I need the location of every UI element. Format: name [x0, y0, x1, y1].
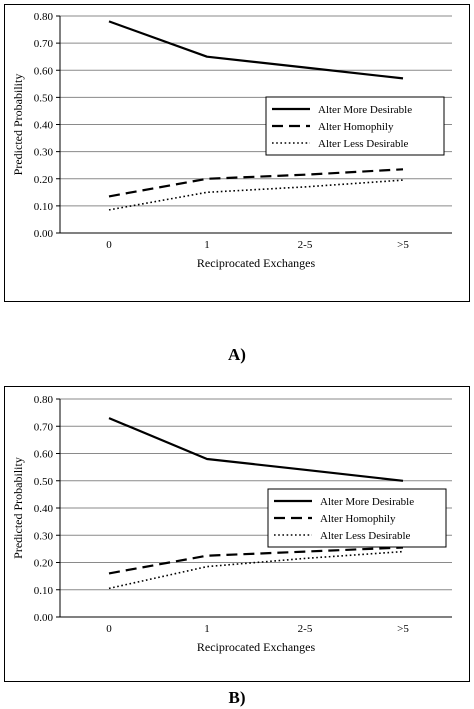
x-tick-label: 0	[106, 623, 112, 635]
chart-b-svg: 0.00 0.10 0.20 0.30 0.40 0.50 0.60 0.70 0.80 0 1 2-…	[4, 386, 470, 682]
y-tick-label: 0.40	[34, 503, 54, 515]
chart-panel-b: 0.00 0.10 0.20 0.30 0.40 0.50 0.60 0.70 0.80 0 1 2-…	[4, 386, 470, 682]
legend-label-1: Alter More Desirable	[320, 496, 414, 508]
y-tick-label: 0.20	[34, 174, 54, 186]
y-axis-title: Predicted Probability	[11, 74, 25, 176]
y-tick-label: 0.80	[34, 11, 54, 23]
x-axis-title: Reciprocated Exchanges	[197, 256, 316, 270]
x-tick-label: >5	[397, 623, 409, 635]
x-tick-label: 0	[106, 239, 112, 251]
caption-b: B)	[228, 688, 246, 707]
series-line-1	[108, 20, 404, 80]
y-tick-label: 0.70	[34, 38, 54, 50]
y-tick-label: 0.00	[34, 228, 54, 240]
series-line-2	[108, 546, 404, 575]
y-tick-label: 0.70	[34, 421, 54, 433]
x-tick-label: 1	[204, 239, 210, 251]
legend-label-3: Alter Less Desirable	[320, 530, 411, 542]
series-line-2	[108, 168, 404, 198]
y-tick-label: 0.20	[34, 558, 54, 570]
y-tick-label: 0.10	[34, 201, 54, 213]
y-tick-label: 0.50	[34, 476, 54, 488]
y-tick-label: 0.50	[34, 92, 54, 104]
x-tick-label: 1	[204, 623, 210, 635]
series-line-3	[108, 550, 404, 590]
y-tick-label: 0.80	[34, 394, 54, 406]
chart-panel-a: 0.00 0.10 0.20 0.30 0.40 0.50 0.60 0.70 0.80 0 1 2-…	[4, 4, 470, 302]
y-tick-label: 0.60	[34, 449, 54, 461]
series-line-1	[108, 417, 404, 482]
y-tick-label: 0.10	[34, 585, 54, 597]
legend-label-3: Alter Less Desirable	[318, 138, 409, 150]
legend-label-2: Alter Homophily	[320, 513, 396, 525]
x-axis-title: Reciprocated Exchanges	[197, 640, 316, 654]
caption-a: A)	[228, 345, 246, 364]
y-tick-label: 0.30	[34, 147, 54, 159]
x-tick-label: >5	[397, 239, 409, 251]
y-tick-label: 0.30	[34, 530, 54, 542]
legend-label-1: Alter More Desirable	[318, 104, 412, 116]
y-tick-label: 0.00	[34, 612, 54, 624]
y-tick-label: 0.60	[34, 65, 54, 77]
x-tick-label: 2-5	[298, 623, 313, 635]
x-tick-label: 2-5	[298, 239, 313, 251]
y-tick-label: 0.40	[34, 120, 54, 132]
y-axis-title: Predicted Probability	[11, 457, 25, 559]
legend-label-2: Alter Homophily	[318, 121, 394, 133]
chart-a-svg: 0.00 0.10 0.20 0.30 0.40 0.50 0.60 0.70 0.80 0 1 2-…	[4, 4, 470, 302]
